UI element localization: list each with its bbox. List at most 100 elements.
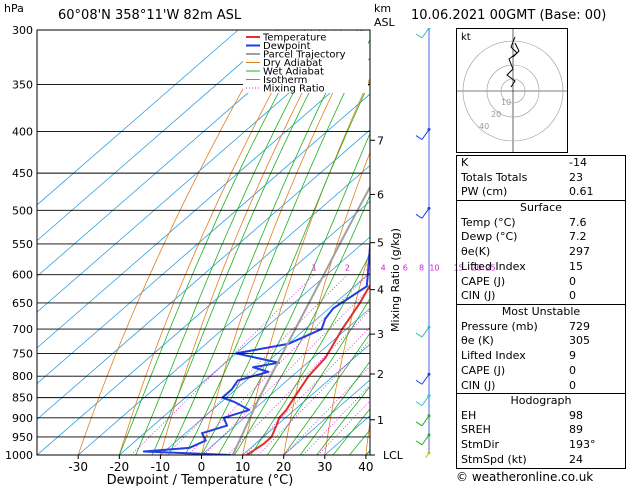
surface-value: 0 — [569, 274, 576, 288]
mu-value: 9 — [569, 349, 576, 363]
pressure-tick-label: 950 — [12, 431, 33, 444]
pressure-tick-label: 850 — [12, 392, 33, 405]
hodo-row: EH 98 — [457, 409, 625, 424]
mu-value: 0 — [569, 363, 576, 377]
hodograph-unit-label: kt — [461, 32, 471, 43]
surface-value: 15 — [569, 259, 583, 273]
x-tick-label: -20 — [109, 460, 129, 474]
pressure-tick-label: 900 — [12, 412, 33, 425]
mu-value: 0 — [569, 378, 576, 392]
pressure-tick-label: 650 — [12, 297, 33, 310]
mixing-ratio-line — [130, 274, 315, 455]
surface-table: Surface Temp (°C) 7.6 Dewp (°C) 7.2 θe(K) 2… — [456, 200, 626, 305]
hodo-label: SREH — [461, 423, 491, 437]
hodograph-indices-table: Hodograph EH 98 SREH 89 StmDir 193° StmSpd … — [456, 393, 626, 469]
mu-label: CAPE (J) — [461, 363, 506, 377]
surface-row: θe(K) 297 — [457, 245, 625, 260]
hodo-label: EH — [461, 408, 477, 422]
mu-label: θe (K) — [461, 334, 494, 348]
isotherm-line — [160, 272, 370, 455]
wind-barb-staff — [421, 415, 430, 427]
mixing-ratio-label: 8 — [419, 264, 424, 273]
wind-barb-staff — [421, 434, 430, 446]
hodograph-ring-label: 10 — [501, 98, 511, 107]
mu-label: Pressure (mb) — [461, 319, 538, 333]
mixing-ratio-label: 1 — [312, 264, 317, 273]
pressure-tick-label: 300 — [12, 24, 33, 37]
hodo-value: 89 — [569, 423, 583, 437]
surface-title: Surface — [520, 201, 562, 214]
wind-barb-flag — [415, 421, 423, 427]
legend-label: Isotherm — [263, 75, 307, 86]
wet-adiabat-line — [332, 408, 370, 455]
mu-row: Pressure (mb) 729 — [457, 320, 625, 335]
legend-label: Temperature — [262, 33, 326, 44]
km-tick-label: LCL — [383, 449, 404, 462]
hodograph-ring-label: 20 — [491, 110, 501, 119]
mixing-ratio-label: 20 — [471, 264, 481, 273]
most-unstable-title: Most Unstable — [501, 305, 581, 318]
wind-barb-staff — [421, 326, 430, 338]
legend-label: Mixing Ratio — [263, 84, 325, 95]
surface-value: 0 — [569, 289, 576, 303]
surface-label: Temp (°C) — [461, 215, 516, 229]
km-tick-label: 7 — [377, 134, 384, 147]
mixing-ratio-label: 3 — [365, 264, 370, 273]
isotherm-line — [77, 200, 370, 455]
wind-barbs — [415, 28, 431, 458]
dewpoint-profile — [142, 242, 370, 455]
mixing-ratio-line — [227, 309, 370, 455]
hodograph-ring-label: 40 — [479, 122, 489, 131]
wind-barb-staff — [421, 373, 430, 385]
hpa-label: hPa — [4, 2, 24, 15]
mixing-ratio-label: 15 — [454, 264, 464, 273]
mixing-ratio-line — [187, 274, 369, 455]
x-tick-label: 20 — [276, 460, 291, 474]
legend-label: Dewpoint — [263, 41, 311, 52]
isotherm-line — [37, 57, 370, 349]
x-tick-label: 40 — [358, 460, 373, 474]
index-row: Totals Totals 23 — [457, 171, 625, 186]
surface-row: Lifted Index 15 — [457, 260, 625, 275]
wind-barb-staff — [421, 28, 430, 39]
pressure-tick-label: 750 — [12, 347, 33, 360]
mixing-ratio-label: 25 — [485, 264, 495, 273]
legend-background — [243, 31, 368, 93]
x-tick-label: -10 — [151, 460, 171, 474]
mixing-ratio-line — [244, 326, 370, 455]
index-label: K — [461, 156, 469, 169]
temperature-profile — [246, 283, 370, 455]
x-tick-label: 10 — [235, 460, 250, 474]
pressure-tick-label: 400 — [12, 126, 33, 139]
hodo-row: StmDir 193° — [457, 438, 625, 453]
mu-value: 305 — [569, 334, 590, 348]
wind-barb-flag — [415, 440, 423, 446]
surface-value: 297 — [569, 245, 590, 259]
isotherm-line — [37, 30, 362, 313]
hodo-value: 98 — [569, 408, 583, 422]
mixing-ratio-axis-label: Mixing Ratio (g/kg) — [389, 228, 402, 332]
km-tick-label: 6 — [377, 188, 384, 201]
mu-row: θe (K) 305 — [457, 334, 625, 349]
most-unstable-table: Most Unstable Pressure (mb) 729 θe (K) 305… — [456, 304, 626, 395]
asl-label: ASL — [374, 16, 395, 29]
mu-label: Lifted Index — [461, 349, 526, 363]
hodo-value: 24 — [569, 452, 583, 466]
wind-barb-flag — [415, 332, 423, 338]
mixing-ratio-label: 4 — [381, 264, 386, 273]
wind-barb-staff — [421, 208, 430, 219]
pressure-tick-label: 500 — [12, 204, 33, 217]
wind-barb-flag — [415, 213, 423, 219]
mixing-ratio-label: 10 — [429, 264, 439, 273]
hodograph-panel: kt 10 20 40 — [456, 28, 568, 153]
x-tick-label: -30 — [68, 460, 88, 474]
wind-barb-flag — [415, 33, 423, 39]
hodo-row: StmSpd (kt) 24 — [457, 453, 625, 468]
index-value: -14 — [569, 156, 587, 169]
wind-barb-staff — [421, 395, 430, 406]
copyright-text: © weatheronline.co.uk — [456, 470, 594, 484]
hodo-row: SREH 89 — [457, 423, 625, 438]
hodograph-trace-secondary — [512, 42, 520, 58]
